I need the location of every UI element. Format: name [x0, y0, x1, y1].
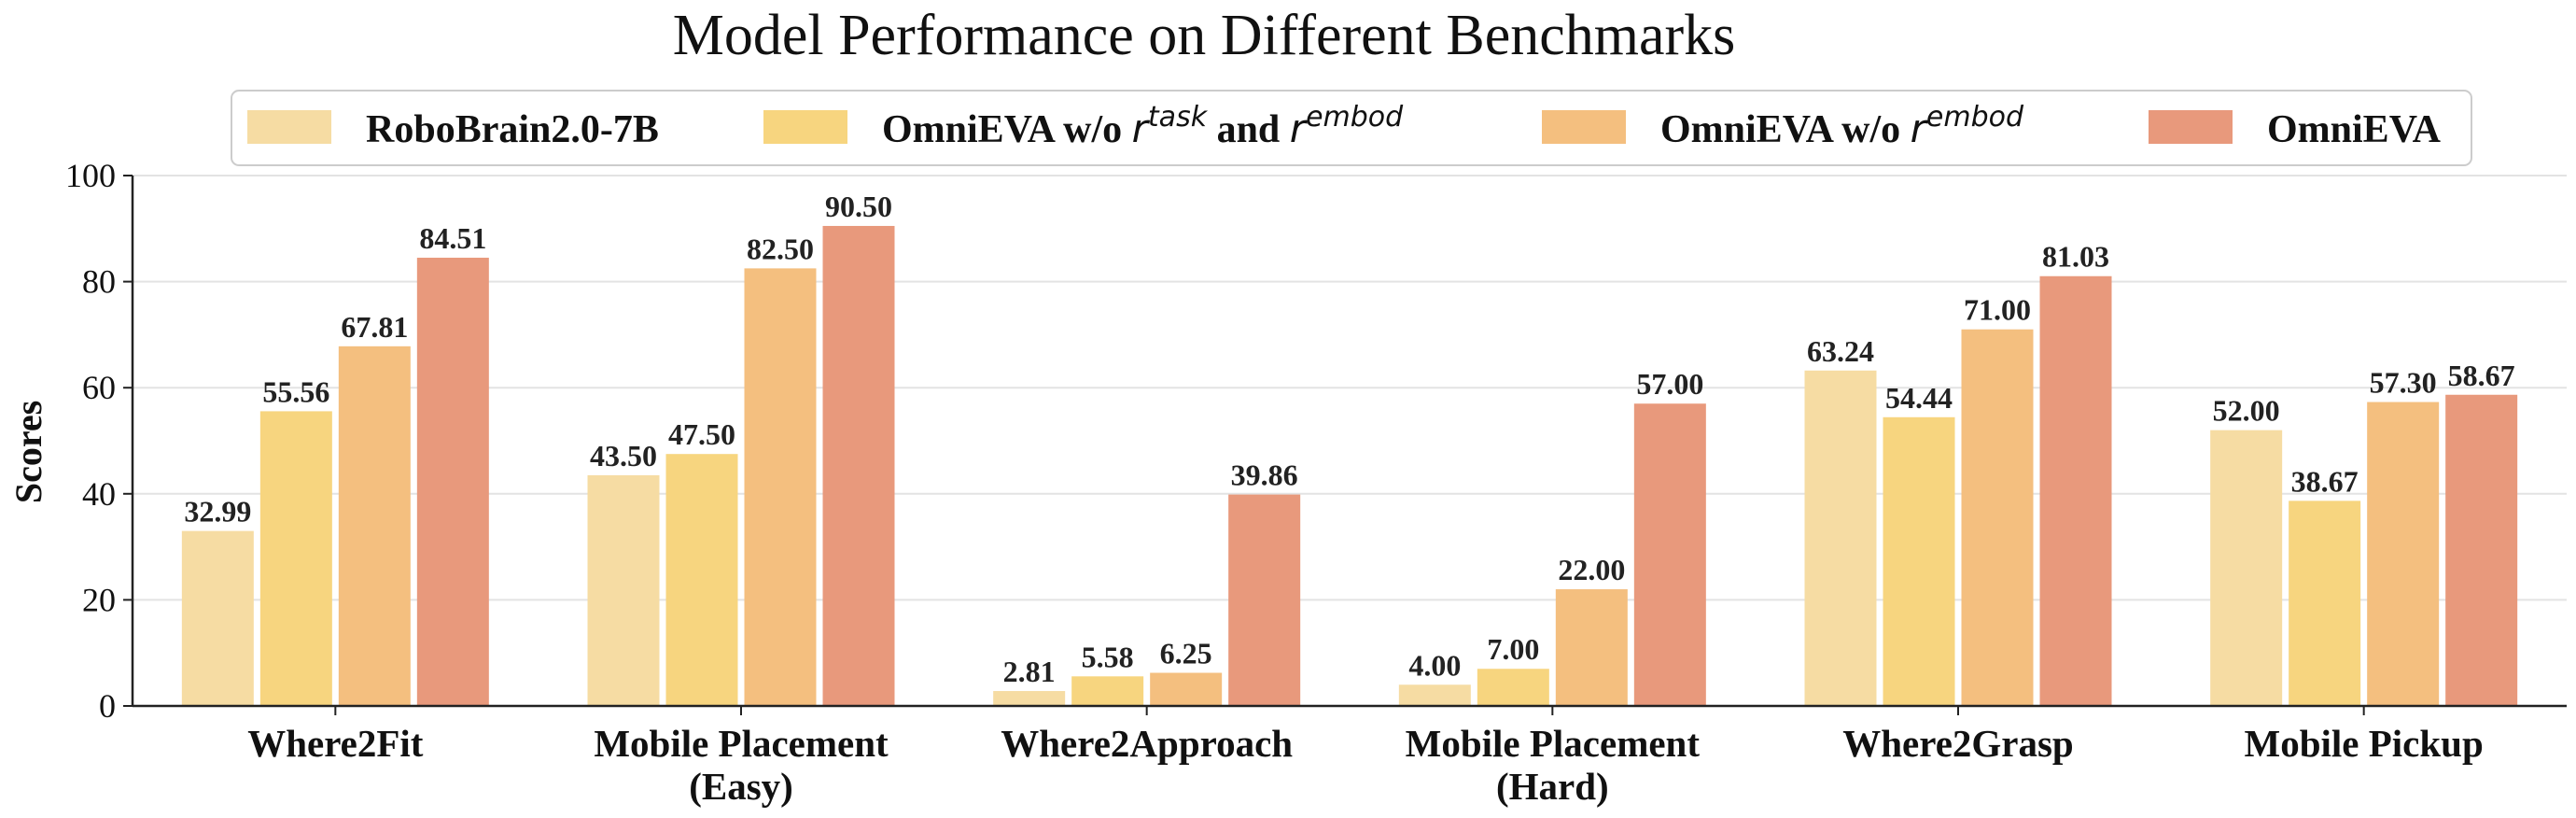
- bar: [822, 225, 895, 706]
- legend-superscript: embod: [1926, 101, 2024, 134]
- bar: [181, 530, 254, 706]
- bar: [665, 454, 738, 706]
- bar: [1228, 494, 1301, 706]
- data-label: 54.44: [1885, 381, 1953, 415]
- y-tick-label: 60: [82, 369, 116, 406]
- data-label: 55.56: [262, 374, 329, 408]
- x-ticks: Where2Fit Mobile Placement(Easy)Where2App…: [247, 706, 2484, 808]
- data-label: 81.03: [2042, 240, 2109, 274]
- bar: [1633, 403, 1706, 706]
- legend-label: OmniEVA w/o rembod: [1660, 101, 2024, 151]
- bar: [1883, 416, 1955, 706]
- legend-label-part: r: [1132, 106, 1151, 151]
- y-tick-label: 40: [82, 475, 116, 513]
- legend-label-part: OmniEVA: [2267, 108, 2442, 151]
- bar: [2367, 402, 2440, 706]
- data-label: 5.58: [1082, 640, 1134, 673]
- legend-swatch: [1542, 110, 1626, 144]
- y-axis-title: Scores: [7, 401, 49, 503]
- data-label: 67.81: [341, 310, 408, 344]
- legend-superscript: task: [1148, 101, 1209, 134]
- x-tick-label: Where2Fit: [247, 722, 424, 765]
- data-label: 4.00: [1408, 648, 1461, 682]
- data-label: 2.81: [1003, 655, 1056, 688]
- data-label: 57.00: [1636, 367, 1703, 401]
- bar: [259, 411, 332, 706]
- data-label: 43.50: [590, 439, 657, 472]
- data-label: 6.25: [1160, 637, 1212, 670]
- x-tick-label: Mobile Pickup: [2245, 722, 2484, 765]
- y-tick-label: 80: [82, 263, 116, 301]
- data-label: 71.00: [1964, 293, 2031, 327]
- data-label: 63.24: [1807, 334, 1874, 368]
- legend-label-part: RoboBrain2.0-7B: [366, 108, 659, 151]
- data-label: 58.67: [2448, 359, 2515, 392]
- legend-frame: [231, 90, 2472, 166]
- data-label: 32.99: [184, 495, 251, 529]
- y-tick-label: 20: [82, 581, 116, 618]
- y-tick-label: 0: [99, 687, 116, 725]
- legend-label-part: OmniEVA w/o: [882, 108, 1132, 151]
- data-label: 84.51: [419, 221, 486, 255]
- legend-label-part: OmniEVA w/o: [1660, 108, 1911, 151]
- bar: [2039, 275, 2112, 706]
- legend-label: OmniEVA w/o rtask and rembod: [882, 101, 1404, 151]
- data-label: 47.50: [668, 417, 735, 451]
- legend-label-part: r: [1290, 106, 1309, 151]
- data-label: 57.30: [2370, 366, 2437, 400]
- legend: RoboBrain2.0-7B OmniEVA w/o rtask and rem…: [231, 90, 2472, 166]
- data-labels: 32.99 55.56 67.81 84.51 43.50 47.50 82.50 90.50…: [184, 190, 2514, 688]
- bar: [1555, 589, 1628, 706]
- legend-swatch: [763, 110, 847, 144]
- legend-superscript: embod: [1306, 101, 1404, 134]
- data-label: 7.00: [1487, 632, 1539, 666]
- data-label: 82.50: [747, 232, 814, 265]
- bar: [338, 346, 411, 706]
- x-tick-label: Where2Grasp: [1842, 722, 2074, 765]
- x-tick-label: Mobile Placement: [1406, 722, 1701, 765]
- data-label: 22.00: [1558, 553, 1625, 586]
- legend-label-part: r: [1911, 106, 1929, 151]
- axes: [131, 176, 2567, 708]
- bar: [587, 474, 660, 706]
- bar: [416, 257, 489, 706]
- data-label: 52.00: [2213, 394, 2280, 428]
- bar: [2445, 394, 2518, 706]
- x-tick-label: (Easy): [689, 765, 793, 808]
- bars: [181, 225, 2518, 706]
- legend-label: RoboBrain2.0-7B: [366, 108, 659, 151]
- data-label: 38.67: [2291, 464, 2359, 498]
- y-tick-label: 100: [65, 157, 116, 194]
- bar: [1477, 669, 1549, 706]
- x-tick-label: Mobile Placement: [594, 722, 889, 765]
- x-tick-label: Where2Approach: [1001, 722, 1293, 765]
- bar: [1961, 329, 2034, 706]
- legend-label-part: and: [1207, 108, 1290, 151]
- data-label: 39.86: [1231, 458, 1298, 492]
- y-ticks: 0 20 40 60 80 100: [65, 157, 133, 725]
- bar: [2210, 430, 2283, 706]
- legend-swatch: [247, 110, 331, 144]
- bar: [1398, 684, 1471, 706]
- bar: [993, 691, 1066, 706]
- data-label: 90.50: [825, 190, 892, 223]
- bar: [1150, 672, 1223, 706]
- x-tick-label: (Hard): [1496, 765, 1609, 808]
- bar: [1071, 676, 1144, 706]
- grid: [133, 175, 2567, 601]
- bar: [744, 268, 817, 706]
- chart-title: Model Performance on Different Benchmark…: [673, 4, 1736, 67]
- bar: [1804, 370, 1877, 706]
- legend-swatch: [2149, 110, 2233, 144]
- bar: [2289, 501, 2361, 706]
- legend-label: OmniEVA: [2267, 108, 2442, 151]
